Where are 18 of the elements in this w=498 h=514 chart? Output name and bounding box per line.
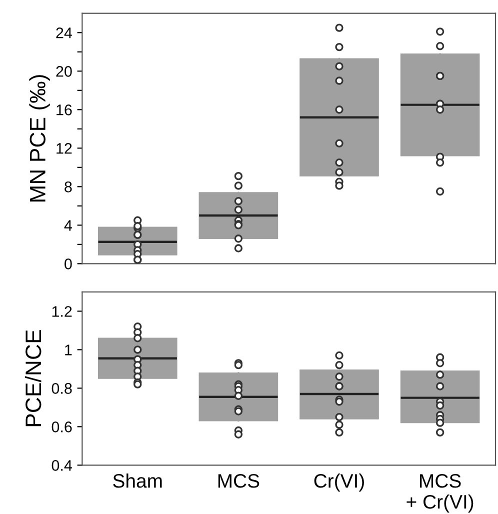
y-tick-label: 0.4 xyxy=(52,460,72,471)
y-tick-label: 4 xyxy=(64,220,72,231)
x-tick-label: Cr(VI) xyxy=(314,474,364,492)
x-tick-label: MCS xyxy=(218,474,260,488)
y-tick-label: 1 xyxy=(65,344,72,356)
y-tick-label: 0.8 xyxy=(52,383,72,394)
y-tick-label: 8 xyxy=(64,182,72,192)
y-tick-label: 12 xyxy=(56,143,72,154)
y-tick-label: 0.6 xyxy=(52,422,72,432)
x-tick-label: Sham xyxy=(113,474,162,488)
y-axis-title: PCE/NCE xyxy=(24,330,42,426)
y-axis-title: MN PCE (‰) xyxy=(29,75,50,202)
y-tick-label: 1.2 xyxy=(52,306,72,317)
x-tick-label: MCS + Cr(VI) xyxy=(406,474,474,513)
y-tick-label: 20 xyxy=(56,66,72,77)
y-tick-label: 0 xyxy=(64,258,72,270)
y-tick-label: 16 xyxy=(56,104,72,116)
y-tick-label: 24 xyxy=(56,27,72,38)
